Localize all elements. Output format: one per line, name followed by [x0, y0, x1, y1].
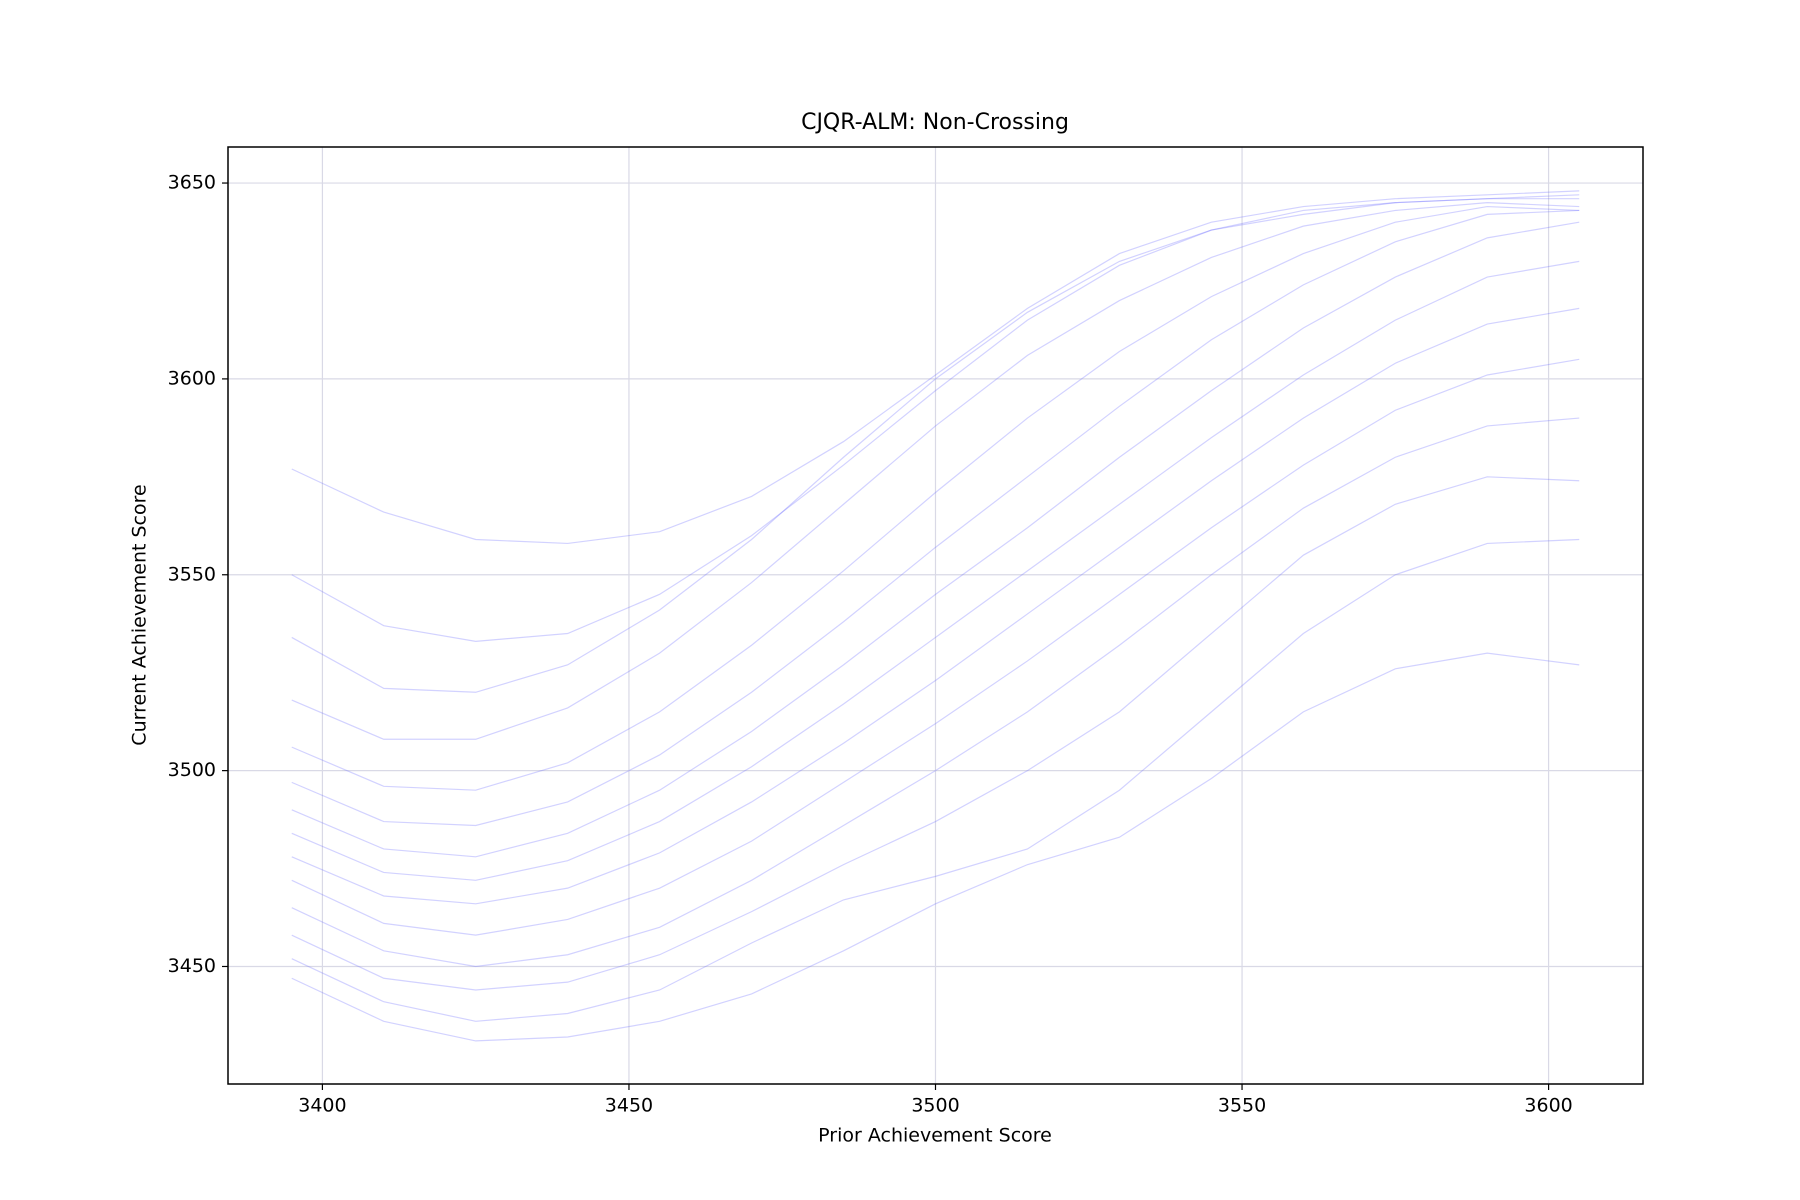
quantile-curve [291, 202, 1580, 740]
quantile-curve [291, 209, 1580, 827]
quantile-curve [291, 190, 1580, 545]
quantile-curve [291, 476, 1580, 991]
quantile-curve [291, 358, 1580, 936]
quantile-curve [291, 652, 1580, 1042]
y-tick-label: 3450 [168, 955, 216, 977]
quantile-curve [291, 194, 1580, 642]
x-axis-label: Prior Achievement Score [818, 1125, 1052, 1147]
x-tick-label: 3450 [605, 1095, 653, 1117]
x-tick-label: 3400 [298, 1095, 346, 1117]
y-tick-label: 3550 [168, 563, 216, 585]
x-tick-label: 3500 [911, 1095, 959, 1117]
quantile-curve [291, 538, 1580, 1022]
quantile-curve [291, 417, 1580, 968]
x-tick-label: 3600 [1524, 1095, 1572, 1117]
x-tick-label: 3550 [1218, 1095, 1266, 1117]
quantile-curve [291, 307, 1580, 905]
y-tick-label: 3650 [168, 172, 216, 194]
quantile-curve [291, 221, 1580, 858]
y-tick-label: 3600 [168, 367, 216, 389]
quantile-curve [291, 198, 1580, 693]
y-tick-label: 3500 [168, 759, 216, 781]
y-axis-label: Current Achievement Score [129, 484, 151, 745]
plot-frame [227, 146, 1644, 1085]
quantile-curve [291, 260, 1580, 881]
quantile-curve [291, 205, 1580, 791]
chart-title: CJQR-ALM: Non-Crossing [801, 110, 1069, 135]
